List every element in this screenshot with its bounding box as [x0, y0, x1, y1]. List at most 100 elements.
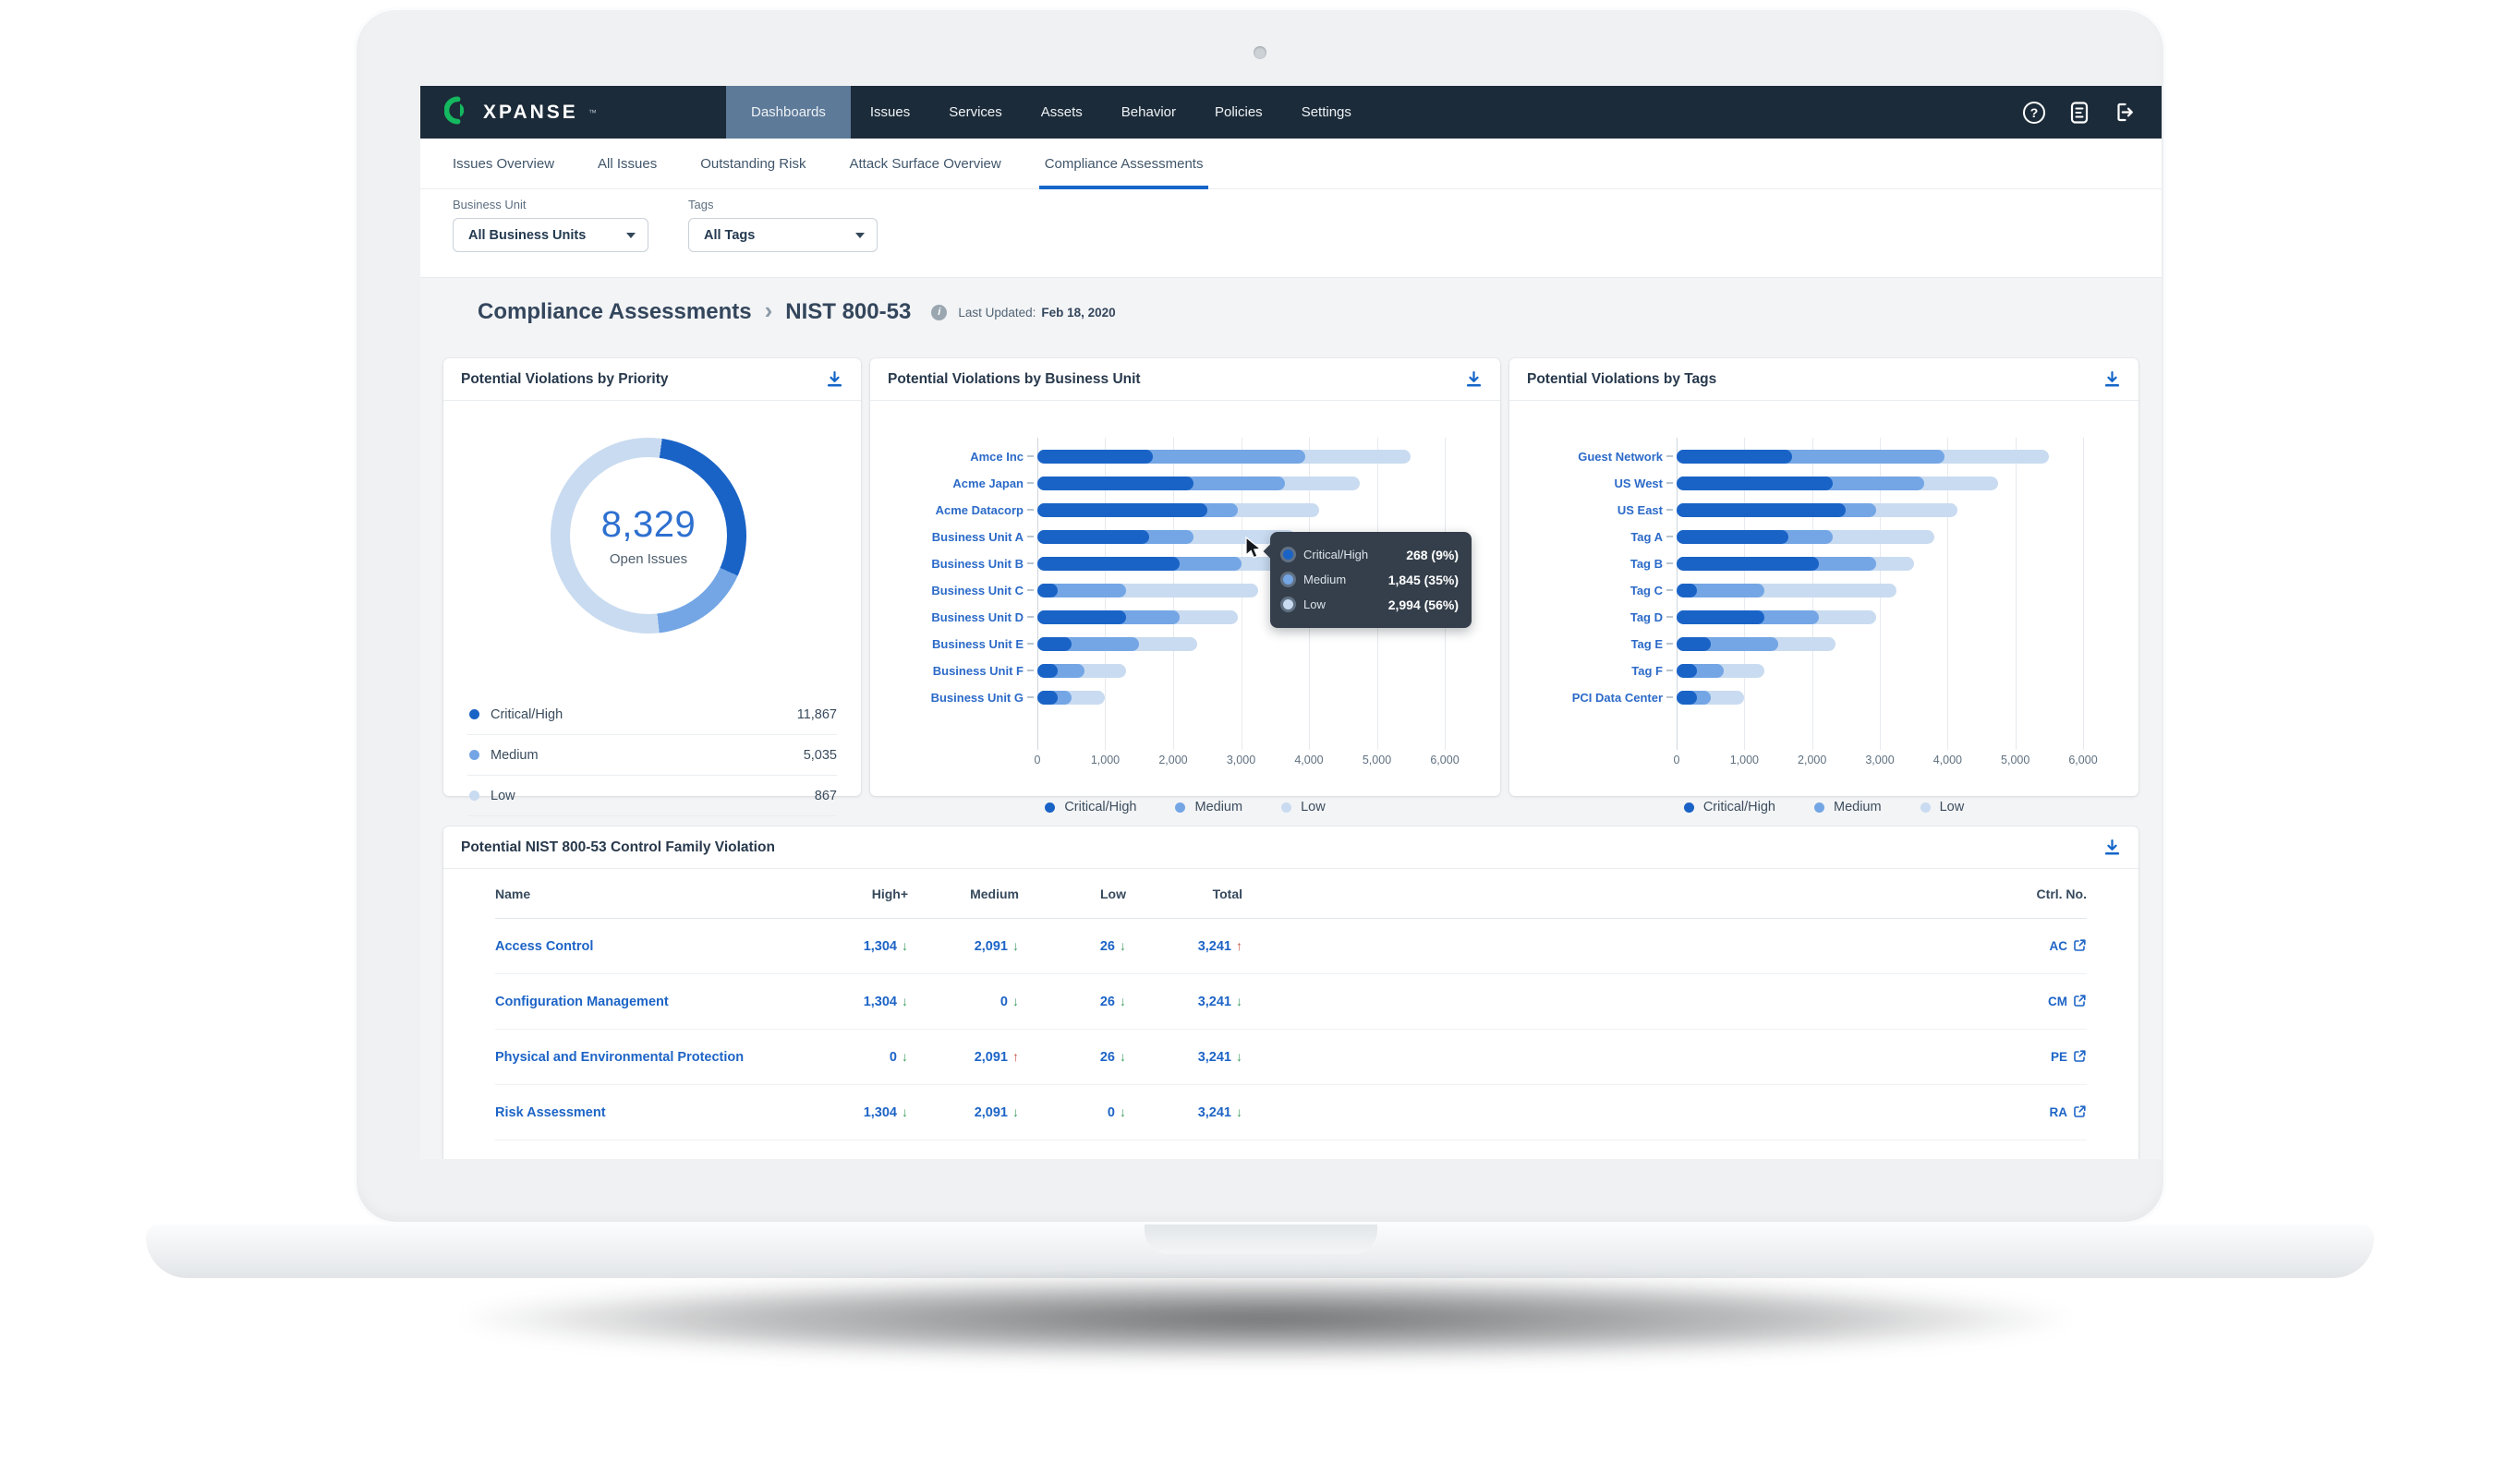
control-family-name[interactable]: Risk Assessment: [495, 1104, 606, 1120]
document-icon[interactable]: [2068, 101, 2090, 124]
tags-category-label[interactable]: Tag C: [1630, 584, 1663, 597]
nav-item-dashboards[interactable]: Dashboards: [726, 86, 851, 139]
tags-bar-critical-high[interactable]: [1677, 610, 1765, 624]
tags-category-label[interactable]: Guest Network: [1578, 450, 1663, 464]
tags-bar-critical-high[interactable]: [1677, 477, 1833, 490]
nav-item-behavior[interactable]: Behavior: [1121, 104, 1176, 120]
tags-bar-critical-high[interactable]: [1677, 450, 1792, 464]
control-family-name[interactable]: Physical and Environmental Protection: [495, 1049, 745, 1065]
business-unit-bar-row: [1037, 604, 1445, 631]
chart-tooltip: Critical/High 268 (9%) Medium 1,845 (35%) Lo…: [1270, 532, 1472, 628]
tags-bar-critical-high[interactable]: [1677, 691, 1697, 705]
business-unit-bar-critical-high[interactable]: [1037, 610, 1126, 624]
tags-category-label[interactable]: US West: [1614, 477, 1664, 490]
tags-category-label[interactable]: PCI Data Center: [1571, 691, 1663, 705]
business-unit-category-label[interactable]: Business Unit F: [932, 664, 1024, 678]
download-icon[interactable]: [1465, 370, 1483, 388]
tags-category-label[interactable]: Tag E: [1630, 637, 1663, 651]
tooltip-value: 1,845 (35%): [1387, 572, 1459, 587]
business-unit-category-label[interactable]: Business Unit C: [931, 584, 1024, 597]
nav-item-policies[interactable]: Policies: [1215, 104, 1263, 120]
axis-tick-icon: [1027, 482, 1034, 484]
download-icon[interactable]: [2103, 370, 2121, 388]
tags-bar-critical-high[interactable]: [1677, 584, 1697, 597]
legend-item: Low: [1920, 800, 1964, 814]
tags-category-label[interactable]: Tag B: [1630, 557, 1663, 571]
table-row: Risk Assessment 1,304 ↓ 2,091 ↓ 0 ↓ 3,241 ↓ RA: [495, 1085, 2087, 1140]
business-unit-category-label[interactable]: Business Unit B: [931, 557, 1024, 571]
tags-bar-critical-high[interactable]: [1677, 664, 1697, 678]
tab-attack-surface-overview[interactable]: Attack Surface Overview: [849, 155, 1001, 172]
high-cell: 1,304 ↓: [800, 994, 908, 1009]
tab-issues-overview[interactable]: Issues Overview: [453, 155, 555, 172]
control-family-link[interactable]: Access Control: [495, 939, 800, 954]
tags-bar-critical-high[interactable]: [1677, 557, 1819, 571]
download-icon[interactable]: [2103, 839, 2121, 856]
tags-x-axis: 0 1,000 2,000 3,000 4,000 5,000 6,000: [1674, 754, 2098, 770]
tags-category-label[interactable]: Tag F: [1631, 664, 1663, 678]
priority-card: Potential Violations by Priority: [443, 358, 861, 816]
ctrl-no-link[interactable]: CM: [2048, 994, 2087, 1010]
logout-icon[interactable]: [2114, 102, 2136, 124]
low-value: 26: [1099, 995, 1115, 1009]
medium-cell: 0 ↓: [908, 994, 1019, 1009]
brand[interactable]: XPANSE ™: [443, 86, 597, 139]
ctrl-no-link[interactable]: PE: [2051, 1049, 2087, 1066]
priority-donut-chart[interactable]: [551, 438, 746, 633]
ctrl-no-link[interactable]: RA: [2050, 1104, 2088, 1121]
business-unit-bar-medium[interactable]: [1037, 584, 1126, 597]
tags-bar-medium[interactable]: [1677, 584, 1765, 597]
business-unit-category-label[interactable]: Amce Inc: [970, 450, 1024, 464]
tab-all-issues[interactable]: All Issues: [598, 155, 658, 172]
control-family-name[interactable]: Access Control: [495, 938, 594, 954]
tags-category-label[interactable]: Tag A: [1630, 530, 1663, 544]
control-family-link[interactable]: Physical and Environmental Protection: [495, 1050, 800, 1065]
business-unit-category-label[interactable]: Business Unit D: [931, 610, 1024, 624]
total-cell: 3,241 ↑: [1126, 938, 1242, 954]
nav-item-assets[interactable]: Assets: [1040, 104, 1083, 120]
business-unit-category-label[interactable]: Business Unit G: [930, 691, 1024, 705]
nav-item-issues[interactable]: Issues: [869, 104, 911, 120]
last-updated-label: Last Updated:: [958, 305, 1036, 320]
business-unit-bar-critical-high[interactable]: [1037, 450, 1153, 464]
control-family-link[interactable]: Risk Assessment: [495, 1105, 800, 1120]
business-unit-bar-critical-high[interactable]: [1037, 503, 1207, 517]
legend-dot-icon: [469, 709, 479, 719]
download-icon[interactable]: [826, 370, 843, 388]
business-unit-bar-critical-high[interactable]: [1037, 691, 1059, 705]
nav-item-services[interactable]: Services: [949, 104, 1002, 120]
control-family-name[interactable]: Configuration Management: [495, 994, 669, 1009]
column-header-total: Total: [1212, 886, 1242, 901]
tab-outstanding-risk[interactable]: Outstanding Risk: [700, 155, 806, 172]
priority-legend: Critical/High 11,867 Medium 5,035 Low 867: [467, 694, 837, 816]
control-family-link[interactable]: Configuration Management: [495, 995, 800, 1009]
business-unit-bar-critical-high[interactable]: [1037, 637, 1072, 651]
laptop-shadow: [139, 1280, 2393, 1409]
tags-bar-critical-high[interactable]: [1677, 637, 1711, 651]
tab-compliance-assessments[interactable]: Compliance Assessments: [1038, 139, 1209, 189]
tags-bar-critical-high[interactable]: [1677, 530, 1788, 544]
business-unit-dropdown[interactable]: All Business Units: [453, 218, 648, 252]
business-unit-category-label[interactable]: Acme Japan: [952, 477, 1024, 490]
tags-bar-critical-high[interactable]: [1677, 503, 1847, 517]
business-unit-bar-critical-high[interactable]: [1037, 584, 1059, 597]
ctrl-no-link[interactable]: AC: [2050, 938, 2088, 955]
legend-label: Low: [1301, 800, 1326, 814]
info-icon[interactable]: i: [931, 304, 948, 320]
business-unit-bar-critical-high[interactable]: [1037, 530, 1150, 544]
nav-item-settings[interactable]: Settings: [1301, 104, 1351, 120]
business-unit-category-label[interactable]: Acme Datacorp: [935, 503, 1024, 517]
tags-category-label[interactable]: US East: [1617, 503, 1663, 517]
business-unit-category-label[interactable]: Business Unit E: [932, 637, 1024, 651]
breadcrumb-root: Compliance Assessments: [478, 299, 752, 324]
help-icon[interactable]: ?: [2023, 101, 2045, 124]
tags-category-label[interactable]: Tag D: [1630, 610, 1663, 624]
tags-label: Tags: [688, 198, 714, 211]
business-unit-bar-critical-high[interactable]: [1037, 477, 1194, 490]
business-unit-category-label[interactable]: Business Unit A: [931, 530, 1024, 544]
business-unit-bar-critical-high[interactable]: [1037, 557, 1181, 571]
tags-dropdown[interactable]: All Tags: [688, 218, 878, 252]
tooltip-label: Low: [1303, 597, 1326, 611]
business-unit-bar-critical-high[interactable]: [1037, 664, 1059, 678]
column-header-low: Low: [1100, 886, 1126, 901]
